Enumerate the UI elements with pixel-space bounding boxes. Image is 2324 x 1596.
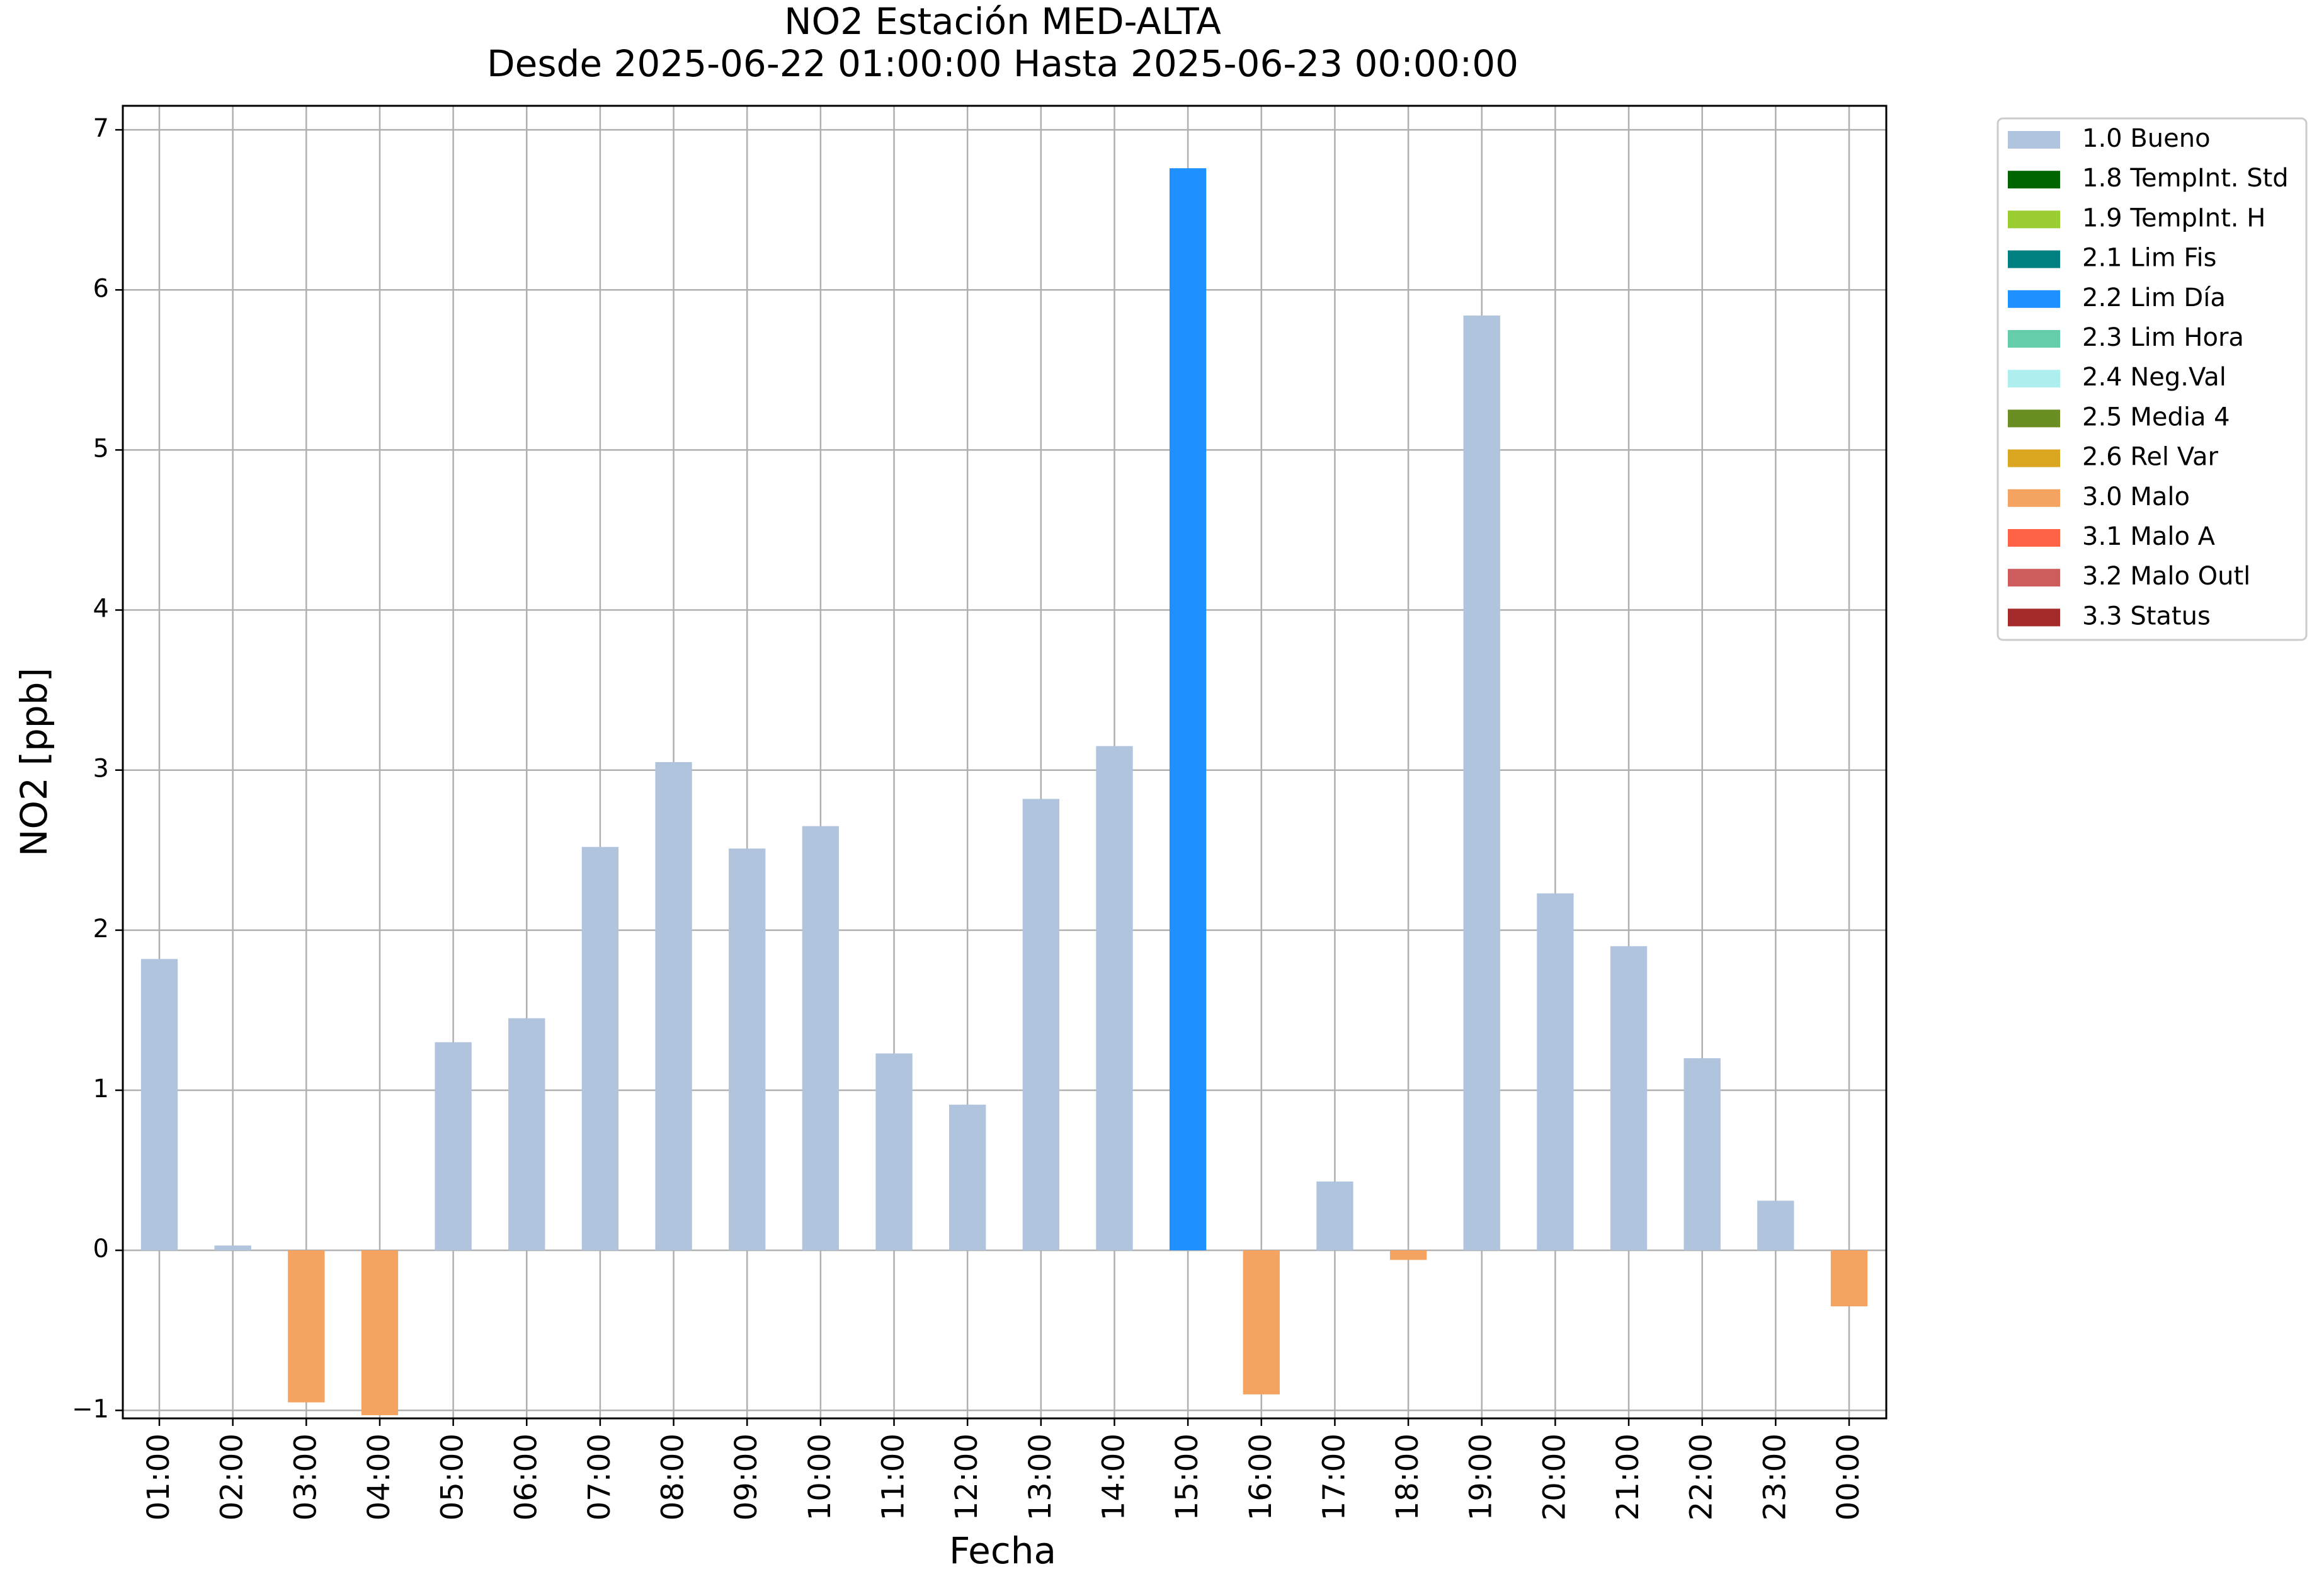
x-tick-label: 01:00 [141,1434,176,1520]
bar [655,762,692,1251]
x-tick-label: 17:00 [1316,1434,1352,1520]
bar [288,1250,325,1403]
legend: 1.0 Bueno 1.8 TempInt. Std 1.9 TempInt. H 2… [1996,117,2308,641]
y-tick-label: 7 [93,114,109,143]
chart-title: NO2 Estación MED-ALTA [784,0,1221,43]
legend-label: 2.1 Lim Fis [2082,244,2216,273]
legend-label: 1.8 TempInt. Std [2082,164,2289,193]
bar [729,848,766,1251]
bar [1243,1250,1280,1394]
bar [1096,746,1133,1251]
x-tick-label: 06:00 [508,1434,544,1520]
legend-swatch [2008,370,2060,388]
x-tick-label: 13:00 [1023,1434,1058,1520]
legend-label: 2.4 Neg.Val [2082,363,2226,392]
legend-label: 3.3 Status [2082,601,2211,630]
bar [1830,1250,1868,1307]
bar [1389,1250,1427,1260]
x-tick-label: 21:00 [1610,1434,1646,1520]
bar [949,1104,986,1251]
x-tick-label: 02:00 [215,1434,250,1520]
x-tick-label: 11:00 [876,1434,911,1520]
x-tick-label: 04:00 [362,1434,397,1520]
legend-label: 2.6 Rel Var [2082,443,2219,472]
y-tick-label: 4 [93,595,109,624]
bar [875,1053,913,1251]
legend-swatch [2008,210,2060,229]
plot-frame [122,105,1888,1420]
x-tick-label: 16:00 [1243,1434,1279,1520]
legend-swatch [2008,449,2060,467]
x-tick-label: 08:00 [656,1434,691,1520]
bar [1169,168,1207,1251]
x-tick-label: 00:00 [1831,1434,1866,1520]
x-tick-label: 09:00 [729,1434,764,1520]
x-axis: 01:00 02:00 03:00 04:00 05:00 06:00 07:00 08:00… [141,1418,1866,1520]
x-axis-label: Fecha [949,1529,1056,1572]
x-tick-label: 20:00 [1537,1434,1572,1520]
bar [1463,315,1500,1251]
legend-frame [1996,117,2308,641]
legend-label: 3.0 Malo [2082,482,2190,511]
y-tick-label: 1 [93,1074,109,1103]
legend-label: 3.2 Malo Outl [2082,562,2250,591]
bar [802,826,840,1251]
y-tick-label: 5 [93,434,109,463]
legend-swatch [2008,409,2060,428]
bars [140,168,1868,1415]
x-tick-label: 05:00 [435,1434,470,1520]
legend-swatch [2008,330,2060,348]
legend-swatch [2008,290,2060,308]
bar [581,846,619,1251]
bar [1683,1058,1721,1251]
bar [1757,1200,1794,1251]
bar [361,1250,399,1415]
x-tick-label: 07:00 [582,1434,617,1520]
chart-subtitle: Desde 2025-06-22 01:00:00 Hasta 2025-06-… [487,42,1518,85]
bar [1022,799,1059,1251]
legend-swatch [2008,608,2060,627]
x-tick-label: 23:00 [1757,1434,1792,1520]
legend-label: 3.1 Malo A [2082,522,2216,551]
legend-label: 2.5 Media 4 [2082,402,2230,431]
legend-label: 1.0 Bueno [2082,124,2211,153]
bar [508,1018,545,1251]
legend-swatch [2008,529,2060,547]
x-tick-label: 18:00 [1390,1434,1425,1520]
y-axis: −1 0 1 2 3 4 5 6 7 [72,114,123,1423]
legend-label: 1.9 TempInt. H [2082,203,2265,232]
x-tick-label: 15:00 [1170,1434,1205,1520]
legend-swatch [2008,131,2060,149]
legend-label: 2.3 Lim Hora [2082,323,2244,352]
bar [1316,1181,1353,1251]
bar [1537,893,1574,1251]
legend-swatch [2008,171,2060,189]
bar [214,1245,251,1251]
y-tick-label: 3 [93,755,109,784]
y-tick-label: −1 [72,1394,109,1423]
legend-label: 2.2 Lim Día [2082,283,2226,312]
legend-swatch [2008,569,2060,587]
x-tick-label: 10:00 [802,1434,838,1520]
x-tick-label: 14:00 [1096,1434,1131,1520]
legend-swatch [2008,250,2060,268]
x-tick-label: 19:00 [1464,1434,1499,1520]
bar [140,959,178,1251]
bar [435,1042,472,1251]
x-tick-label: 12:00 [949,1434,984,1520]
y-tick-label: 0 [93,1234,109,1263]
y-tick-label: 6 [93,274,109,303]
legend-swatch [2008,489,2060,507]
x-tick-label: 03:00 [288,1434,323,1520]
bar [1610,946,1648,1251]
y-tick-label: 2 [93,915,109,943]
y-axis-label: NO2 [ppb] [13,668,55,857]
x-tick-label: 22:00 [1684,1434,1719,1520]
